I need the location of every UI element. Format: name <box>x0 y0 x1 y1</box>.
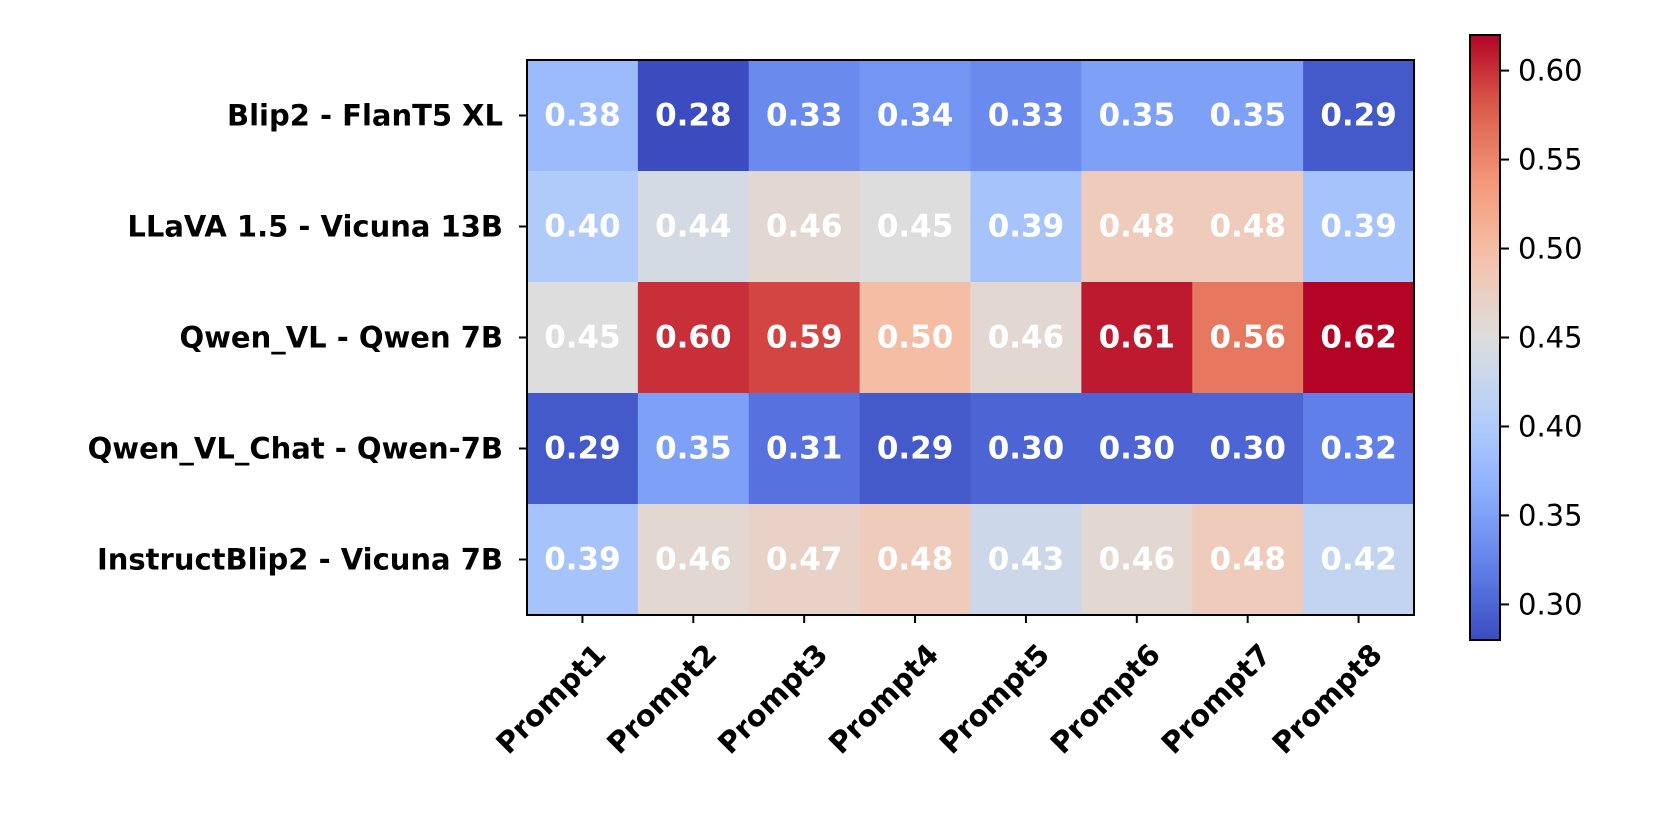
colorbar-tick-label: 0.60 <box>1518 54 1583 88</box>
cell-value-label: 0.33 <box>766 98 843 134</box>
cell-value-label: 0.30 <box>1209 431 1286 467</box>
cell-value-label: 0.35 <box>1099 98 1176 134</box>
column-labels: Prompt1Prompt2Prompt3Prompt4Prompt5Promp… <box>489 615 1389 761</box>
colorbar-tick-label: 0.35 <box>1518 498 1583 532</box>
colorbar-tick-label: 0.45 <box>1518 321 1583 355</box>
cell-value-label: 0.62 <box>1320 320 1397 356</box>
row-label: Qwen_VL_Chat - Qwen-7B <box>88 432 503 466</box>
colorbar-gradient <box>1470 35 1500 640</box>
column-label: Prompt3 <box>711 637 834 760</box>
column-label: Prompt1 <box>489 637 612 760</box>
cell-value-label: 0.44 <box>655 209 732 245</box>
cell-value-label: 0.30 <box>988 431 1065 467</box>
cell-value-label: 0.33 <box>988 98 1065 134</box>
cell-value-label: 0.59 <box>766 320 843 356</box>
row-labels: Blip2 - FlanT5 XL LLaVA 1.5 - Vicuna 13B Q… <box>88 99 527 577</box>
cell-value-label: 0.45 <box>544 320 621 356</box>
cell-value-label: 0.46 <box>988 320 1065 356</box>
cell-value-label: 0.48 <box>1209 209 1286 245</box>
column-label: Prompt7 <box>1155 637 1278 760</box>
cell-value-label: 0.48 <box>1099 209 1176 245</box>
cell-value-label: 0.60 <box>655 320 732 356</box>
cell-value-label: 0.43 <box>988 542 1065 578</box>
cell-value-label: 0.40 <box>544 209 621 245</box>
cell-value-label: 0.35 <box>1209 98 1286 134</box>
cell-value-label: 0.39 <box>988 209 1065 245</box>
colorbar-tick-label: 0.40 <box>1518 409 1583 443</box>
column-label: Prompt8 <box>1265 637 1388 760</box>
cell-value-label: 0.39 <box>544 542 621 578</box>
cell-value-label: 0.34 <box>877 98 954 134</box>
row-label: InstructBlip2 - Vicuna 7B <box>97 543 503 577</box>
cell-value-label: 0.28 <box>655 98 732 134</box>
cell-value-label: 0.39 <box>1320 209 1397 245</box>
colorbar-tick-label: 0.50 <box>1518 232 1583 266</box>
cell-value-label: 0.46 <box>1099 542 1176 578</box>
cell-value-label: 0.29 <box>1320 98 1397 134</box>
colorbar-tick-label: 0.30 <box>1518 587 1583 621</box>
cell-value-label: 0.50 <box>877 320 954 356</box>
row-label: Qwen_VL - Qwen 7B <box>179 321 503 355</box>
cell-value-label: 0.48 <box>877 542 954 578</box>
row-label: LLaVA 1.5 - Vicuna 13B <box>127 210 503 244</box>
cell-value-label: 0.30 <box>1099 431 1176 467</box>
cell-value-label: 0.29 <box>877 431 954 467</box>
cell-value-label: 0.35 <box>655 431 732 467</box>
cell-value-label: 0.29 <box>544 431 621 467</box>
cell-value-label: 0.32 <box>1320 431 1397 467</box>
cell-value-label: 0.48 <box>1209 542 1286 578</box>
column-label: Prompt6 <box>1044 637 1167 760</box>
column-label: Prompt4 <box>822 637 945 760</box>
cell-value-label: 0.42 <box>1320 542 1397 578</box>
cell-value-label: 0.61 <box>1099 320 1176 356</box>
cell-value-label: 0.46 <box>766 209 843 245</box>
colorbar: 0.30 0.35 0.40 0.45 0.50 0.55 0.60 <box>1470 35 1583 640</box>
cell-value-label: 0.38 <box>544 98 621 134</box>
column-label: Prompt5 <box>933 637 1056 760</box>
cell-value-label: 0.45 <box>877 209 954 245</box>
cell-value-label: 0.47 <box>766 542 843 578</box>
cell-value-label: 0.56 <box>1209 320 1286 356</box>
colorbar-tick-label: 0.55 <box>1518 143 1583 177</box>
cell-value-label: 0.46 <box>655 542 732 578</box>
row-label: Blip2 - FlanT5 XL <box>227 99 503 133</box>
cell-value-label: 0.31 <box>766 431 843 467</box>
column-label: Prompt2 <box>600 637 723 760</box>
